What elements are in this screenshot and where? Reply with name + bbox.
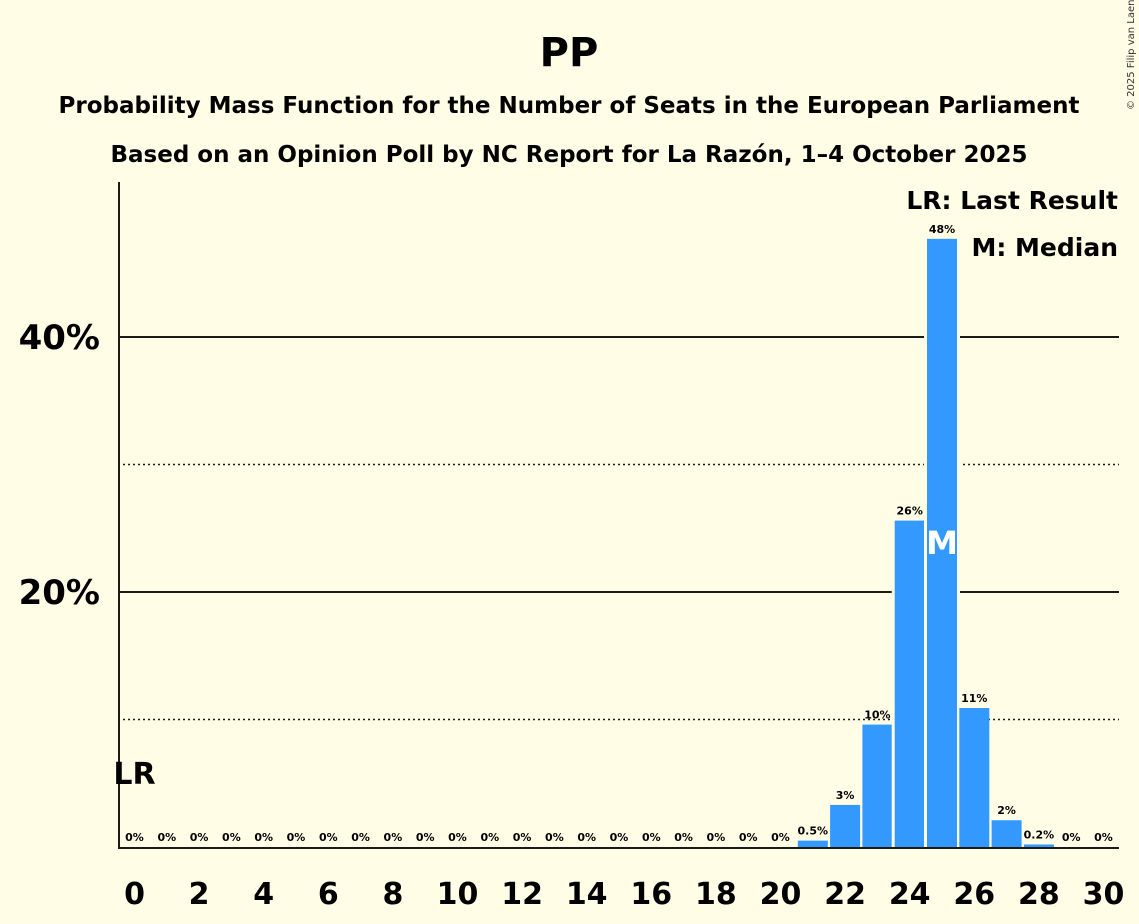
legend: LR: Last Result M: Median [906, 186, 1118, 262]
x-tick-label: 10 [437, 877, 479, 912]
bar-value-label: 0% [1094, 831, 1113, 844]
y-axis-tick-labels: 20% 40% [19, 318, 100, 613]
bar-value-label: 26% [897, 505, 923, 518]
bar-value-label: 0% [545, 831, 564, 844]
x-tick-label: 26 [953, 877, 995, 912]
bar-seat-28 [1023, 844, 1054, 847]
x-tick-label: 20 [760, 877, 802, 912]
bar-value-label: 0% [222, 831, 241, 844]
bar-value-label: 0% [1062, 831, 1081, 844]
bar-value-label: 48% [929, 223, 955, 236]
bar-value-label: 0% [351, 831, 370, 844]
bar-value-label: 0% [287, 831, 306, 844]
bar-value-label: 0% [416, 831, 435, 844]
bars [797, 238, 1054, 847]
bar-value-label: 0% [190, 831, 209, 844]
x-axis-tick-labels: 0 2 4 6 8 10 12 14 16 18 20 22 24 26 28 30 [124, 877, 1124, 912]
bar-seat-26 [959, 708, 990, 847]
bar-value-label: 0% [707, 831, 726, 844]
bar-value-label: 0% [642, 831, 661, 844]
x-tick-label: 6 [318, 877, 339, 912]
bar-seat-24 [894, 520, 925, 847]
bar-seat-27 [991, 820, 1022, 847]
bar-seat-23 [862, 724, 893, 847]
bar-value-label: 0% [577, 831, 596, 844]
bar-value-label: 0% [513, 831, 532, 844]
y-tick-label: 20% [19, 573, 100, 613]
axes [118, 182, 1119, 849]
x-tick-label: 0 [124, 877, 145, 912]
bar-value-label: 0% [125, 831, 144, 844]
bar-seat-25 [927, 238, 957, 847]
bar-value-label: 0% [157, 831, 176, 844]
markers: LR M [113, 524, 958, 792]
bar-value-label: 2% [997, 804, 1016, 817]
y-tick-label: 40% [19, 318, 100, 358]
median-marker: M [926, 524, 958, 562]
bar-value-label: 0% [610, 831, 629, 844]
x-tick-label: 12 [501, 877, 543, 912]
chart-source-line: Based on an Opinion Poll by NC Report fo… [111, 142, 1028, 168]
x-tick-label: 24 [889, 877, 931, 912]
bar-value-label: 0% [771, 831, 790, 844]
x-tick-label: 8 [382, 877, 403, 912]
last-result-marker: LR [113, 757, 155, 792]
x-tick-label: 22 [824, 877, 866, 912]
x-tick-label: 18 [695, 877, 737, 912]
bar-value-label: 0% [384, 831, 403, 844]
x-tick-label: 4 [253, 877, 274, 912]
bar-value-label: 0% [739, 831, 758, 844]
bar-seat-22 [830, 804, 861, 847]
bar-value-label: 10% [864, 709, 890, 722]
legend-entry: LR: Last Result [906, 186, 1118, 215]
legend-entry: M: Median [971, 233, 1118, 262]
bar-value-label: 11% [961, 692, 987, 705]
x-tick-label: 16 [630, 877, 672, 912]
bar-value-label: 0.2% [1024, 828, 1055, 841]
chart-title: PP [540, 30, 599, 76]
bar-value-label: 3% [836, 789, 855, 802]
x-tick-label: 28 [1018, 877, 1060, 912]
chart-subtitle: Probability Mass Function for the Number… [59, 93, 1080, 119]
bar-value-labels: 0% 0% 0% 0% 0% 0% 0% 0% 0% 0% 0% 0% 0% 0% 0% 0% 0% 0% 0% 0%… [125, 223, 1113, 844]
x-tick-label: 2 [189, 877, 210, 912]
bar-value-label: 0% [480, 831, 499, 844]
bar-value-label: 0% [254, 831, 273, 844]
bar-value-label: 0% [674, 831, 693, 844]
bar-seat-21 [797, 840, 828, 847]
bar-value-label: 0.5% [798, 825, 829, 838]
copyright-notice: © 2025 Filip van Laenen [1126, 0, 1137, 110]
gridlines [118, 336, 1119, 721]
bar-value-label: 0% [448, 831, 467, 844]
x-tick-label: 30 [1083, 877, 1125, 912]
x-tick-label: 14 [566, 877, 608, 912]
bar-value-label: 0% [319, 831, 338, 844]
